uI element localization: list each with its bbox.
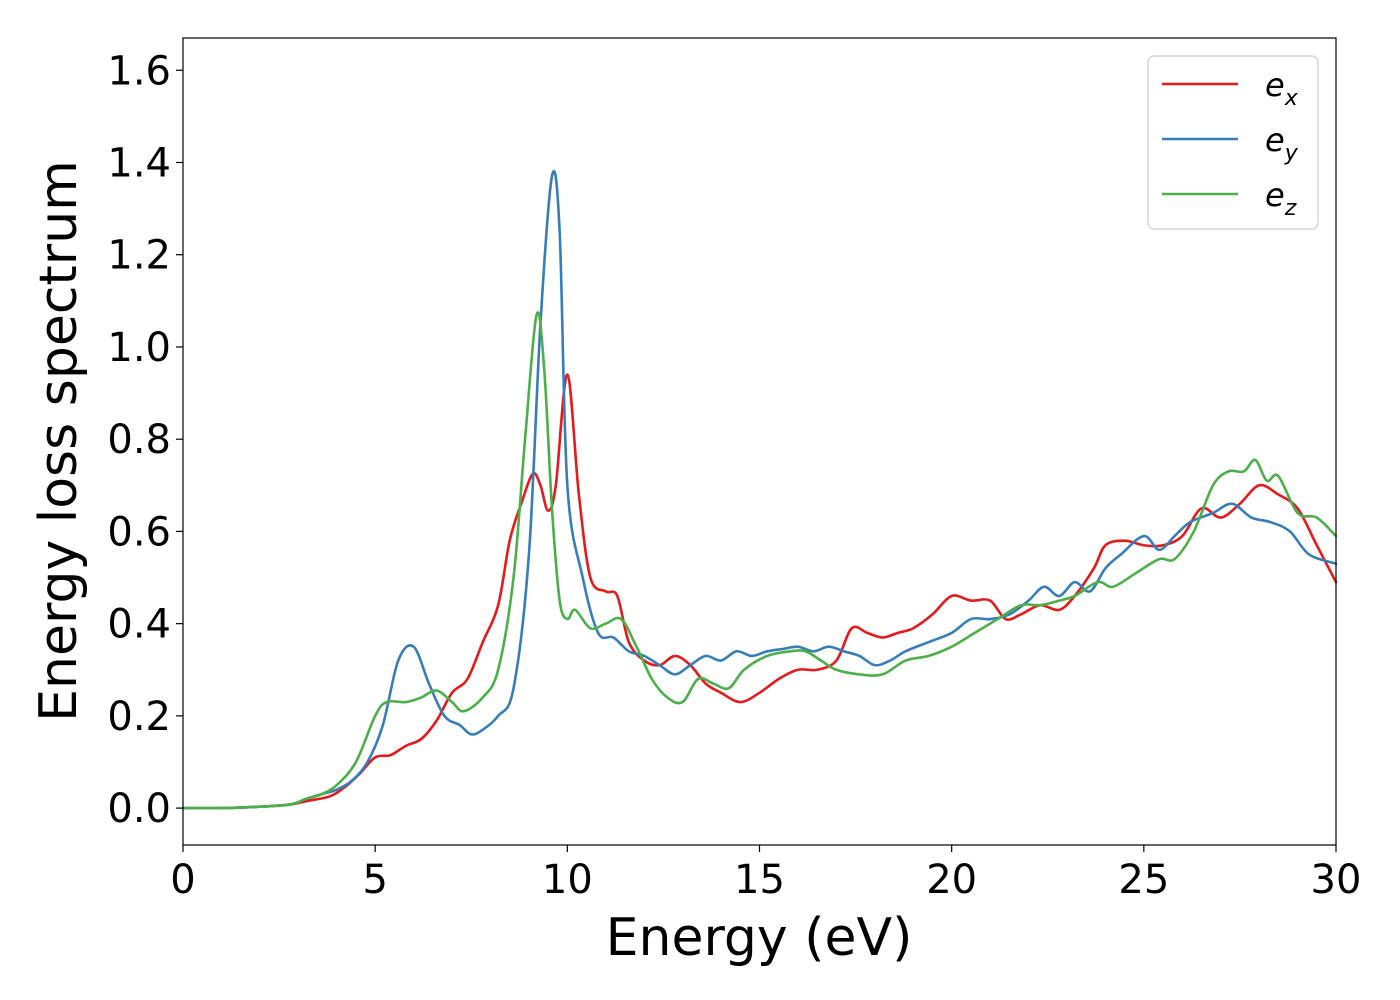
x-tick-label: 15	[734, 857, 785, 903]
y-tick-label: 0.6	[107, 509, 171, 555]
x-tick-label: 25	[1118, 857, 1169, 903]
legend-label-x: ex	[1265, 66, 1299, 111]
y-tick-label: 1.2	[107, 233, 171, 279]
legend-label-y: ey	[1265, 121, 1299, 166]
legend-label-z: ez	[1265, 176, 1297, 221]
y-axis-ticks: 0.0 0.2 0.4 0.6 0.8 1.0 1.2 1.4 1.6	[107, 48, 183, 832]
legend-box	[1147, 55, 1319, 230]
x-axis-title: Energy (eV)	[606, 908, 913, 968]
series-line-x	[181, 373, 1338, 810]
series-line-y	[181, 169, 1338, 810]
x-tick-label: 10	[542, 857, 593, 903]
series-line-z	[181, 311, 1338, 810]
x-tick-label: 30	[1311, 857, 1362, 903]
y-axis-title: Energy loss spectrum	[29, 160, 89, 722]
y-tick-label: 0.4	[107, 602, 171, 648]
legend: ex ey ez	[1147, 55, 1319, 230]
x-tick-label: 0	[170, 857, 195, 903]
x-tick-label: 20	[926, 857, 977, 903]
y-tick-label: 1.0	[107, 325, 171, 371]
series-layer	[181, 169, 1338, 810]
x-axis-ticks: 0 5 10 15 20 25 30	[170, 845, 1361, 903]
x-tick-label: 5	[362, 857, 387, 903]
y-tick-label: 0.8	[107, 417, 171, 463]
y-tick-label: 1.4	[107, 141, 171, 187]
plot-background	[183, 38, 1336, 845]
y-tick-label: 1.6	[107, 48, 171, 94]
y-tick-label: 0.0	[107, 786, 171, 832]
y-tick-label: 0.2	[107, 694, 171, 740]
